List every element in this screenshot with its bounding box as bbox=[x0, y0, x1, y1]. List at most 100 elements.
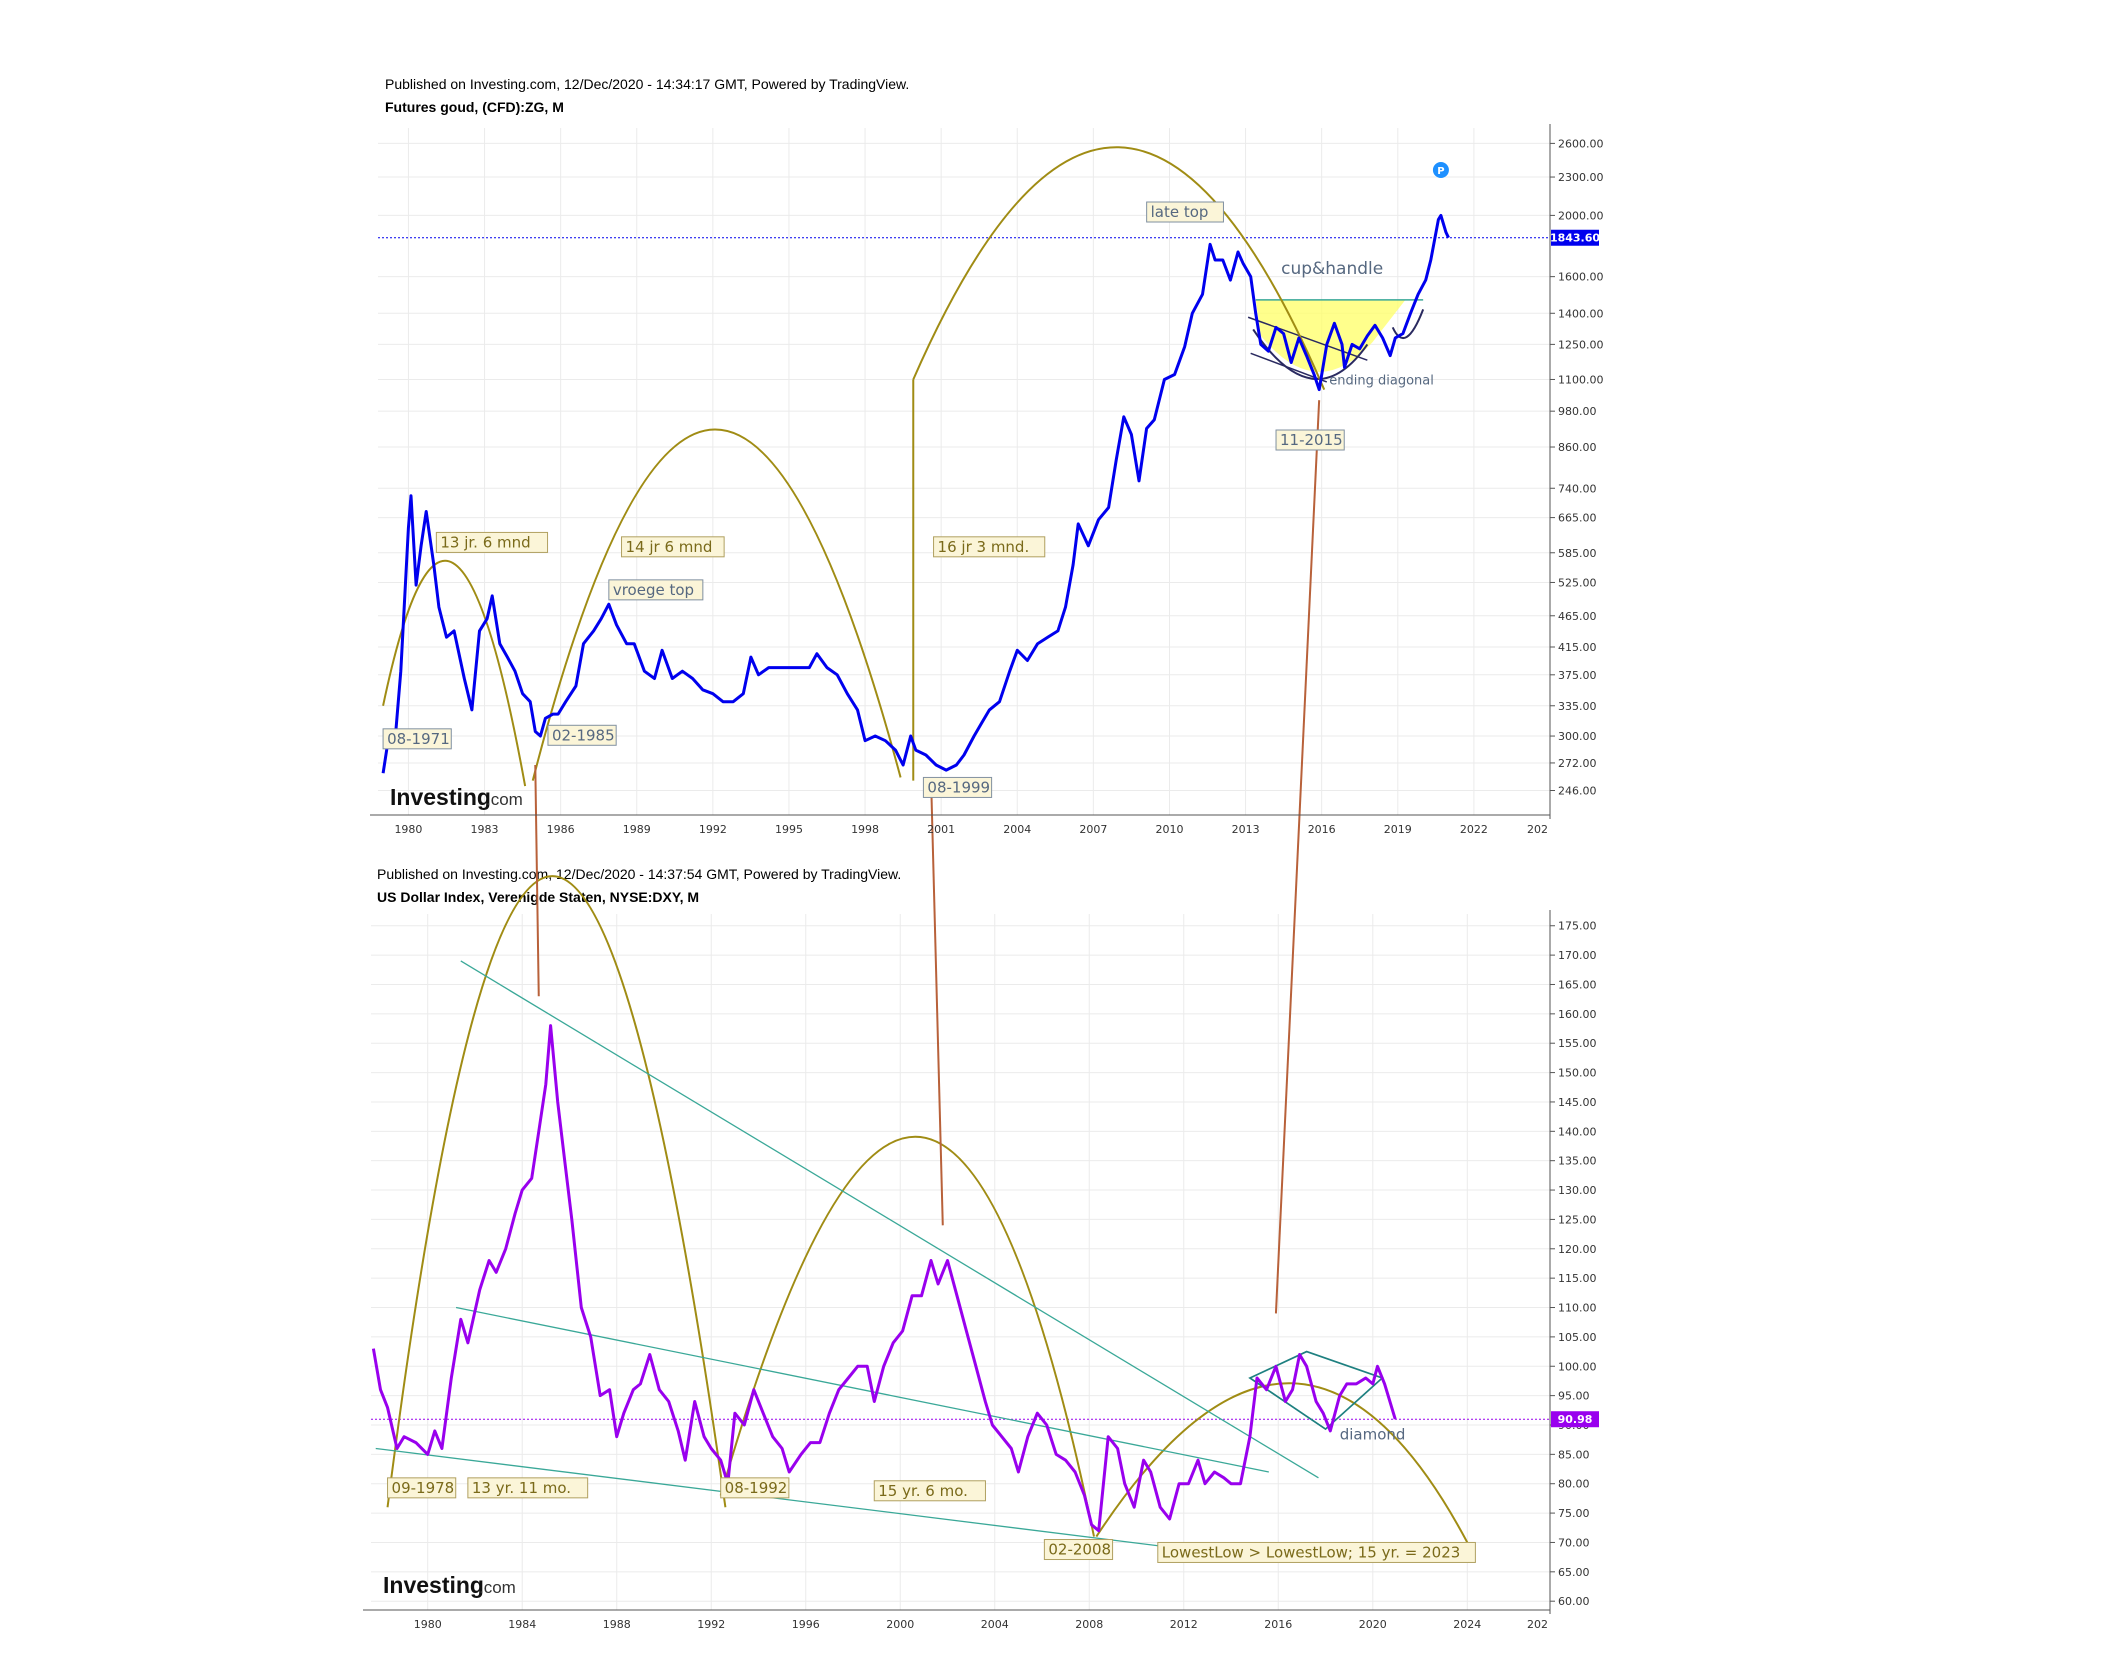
gold-price-tag bbox=[1551, 229, 1599, 246]
label-02-1985: 02-1985 bbox=[547, 724, 617, 746]
dxy-x-tick-label: 1992 bbox=[697, 1618, 725, 1631]
dxy-y-tick-label: 125.00 bbox=[1558, 1213, 1597, 1226]
dxy-x-tick-label: 2020 bbox=[1359, 1618, 1387, 1631]
dxy-y-tick-label: 135.00 bbox=[1558, 1155, 1597, 1168]
dxy-cycle-arc bbox=[1095, 1382, 1469, 1543]
label-09-1978-box bbox=[387, 1477, 457, 1499]
gold-x-tick-label: 202 bbox=[1527, 823, 1548, 836]
axis-layer: 1980 1983 1986 1989 1992 1995 1998 2001 2004 2007… bbox=[363, 124, 1604, 1631]
dxy-y-tick-label: 130.00 bbox=[1558, 1184, 1597, 1197]
gold-y-tick-label: 525.00 bbox=[1558, 576, 1597, 589]
label-15-yr-6-mo-text: 15 yr. 6 mo. bbox=[878, 1482, 968, 1500]
gold-x-tick-label: 2007 bbox=[1079, 823, 1107, 836]
label-late-top-text: late top bbox=[1151, 203, 1209, 221]
dxy-y-tick-label: 155.00 bbox=[1558, 1037, 1597, 1050]
dxy-x-tick-label: 1984 bbox=[508, 1618, 536, 1631]
investing-logo-suffix-top: .com bbox=[486, 790, 523, 809]
label-02-2008-box bbox=[1043, 1539, 1114, 1561]
label-13-yr-11-mo: 13 yr. 11 mo. bbox=[467, 1477, 589, 1499]
label-02-2008: 02-2008 bbox=[1043, 1539, 1114, 1561]
series-layer bbox=[371, 213, 1450, 1533]
investing-logo-main-bottom: Investing bbox=[383, 1572, 484, 1598]
gold-price-line bbox=[381, 213, 1450, 774]
investing-logo-main-top: Investing bbox=[390, 784, 491, 810]
label-vroege-top-text: vroege top bbox=[613, 581, 694, 599]
ending-diagonal-upper bbox=[1247, 316, 1368, 361]
dxy-y-tick-label: 105.00 bbox=[1558, 1331, 1597, 1344]
cycle-connector-line bbox=[1274, 400, 1321, 1314]
grid-layer bbox=[371, 128, 1550, 1610]
label-13-jr-6-mnd-box bbox=[435, 531, 549, 553]
dxy-cycle-arc bbox=[719, 1135, 1095, 1537]
cycle-connector-line bbox=[534, 764, 540, 997]
dxy-trend-line bbox=[375, 1447, 1203, 1552]
gold-y-tick-label: 860.00 bbox=[1558, 441, 1597, 454]
top-logo: Investing .com bbox=[390, 784, 523, 810]
label-13-yr-11-mo-box bbox=[467, 1477, 589, 1499]
label-lowest-low-text: LowestLow > LowestLow; 15 yr. = 2023 bbox=[1162, 1543, 1461, 1561]
dxy-y-tick-label: 75.00 bbox=[1558, 1507, 1590, 1520]
label-late-top-box bbox=[1146, 201, 1224, 223]
gold-y-tick-label: 1100.00 bbox=[1558, 373, 1604, 386]
gold-y-tick-label: 300.00 bbox=[1558, 730, 1597, 743]
label-13-jr-6-mnd-text: 13 jr. 6 mnd bbox=[440, 533, 530, 551]
label-08-1971: 08-1971 bbox=[382, 728, 452, 750]
dxy-y-tick-label: 140.00 bbox=[1558, 1125, 1597, 1138]
label-vroege-top-box bbox=[608, 579, 704, 601]
gold-y-tick-label: 335.00 bbox=[1558, 700, 1597, 713]
overlay-shapes bbox=[371, 146, 1550, 1552]
label-09-1978-text: 09-1978 bbox=[392, 1479, 455, 1497]
gold-y-tick-label: 740.00 bbox=[1558, 482, 1597, 495]
label-13-jr-6-mnd: 13 jr. 6 mnd bbox=[435, 531, 549, 553]
dxy-y-tick-label: 170.00 bbox=[1558, 949, 1597, 962]
label-02-1985-box bbox=[547, 724, 617, 746]
label-lowest-low: LowestLow > LowestLow; 15 yr. = 2023 bbox=[1157, 1541, 1476, 1563]
gold-y-tick-label: 980.00 bbox=[1558, 405, 1597, 418]
dxy-x-tick-label: 1988 bbox=[603, 1618, 631, 1631]
gold-y-tick-label: 415.00 bbox=[1558, 641, 1597, 654]
gold-y-tick-label: 272.00 bbox=[1558, 757, 1597, 770]
gold-cycle-arc bbox=[912, 146, 1326, 391]
label-late-top: late top bbox=[1146, 201, 1224, 223]
label-ending-diagonal: ending diagonal bbox=[1329, 373, 1434, 388]
label-02-2008-text: 02-2008 bbox=[1048, 1541, 1111, 1559]
label-15-yr-6-mo: 15 yr. 6 mo. bbox=[873, 1480, 986, 1502]
label-11-2015: 11-2015 bbox=[1275, 429, 1345, 451]
label-08-1971-text: 08-1971 bbox=[387, 730, 450, 748]
label-08-1999: 08-1999 bbox=[922, 776, 993, 798]
dxy-x-tick-label: 1996 bbox=[792, 1618, 820, 1631]
gold-y-tick-label: 1250.00 bbox=[1558, 338, 1604, 351]
label-14-jr-6-mnd: 14 jr 6 mnd bbox=[621, 536, 725, 558]
diamond-shape bbox=[1248, 1350, 1384, 1431]
gold-y-tick-label: 585.00 bbox=[1558, 547, 1597, 560]
dxy-y-tick-label: 115.00 bbox=[1558, 1272, 1597, 1285]
label-16-jr-3-mnd-box bbox=[933, 536, 1046, 558]
dxy-price-tag-label: 90.98 bbox=[1558, 1413, 1593, 1426]
gold-x-tick-label: 1992 bbox=[699, 823, 727, 836]
label-08-1971-box bbox=[382, 728, 452, 750]
label-02-1985-text: 02-1985 bbox=[552, 726, 615, 744]
label-16-jr-3-mnd-text: 16 jr 3 mnd. bbox=[938, 538, 1030, 556]
dxy-y-tick-label: 120.00 bbox=[1558, 1243, 1597, 1256]
label-08-1992: 08-1992 bbox=[720, 1477, 790, 1499]
label-cup-handle: cup&handle bbox=[1281, 259, 1383, 279]
dxy-y-tick-label: 160.00 bbox=[1558, 1008, 1597, 1021]
dxy-y-tick-label: 165.00 bbox=[1558, 978, 1597, 991]
gold-y-tick-label: 2300.00 bbox=[1558, 171, 1604, 184]
label-15-yr-6-mo-box bbox=[873, 1480, 986, 1502]
gold-x-tick-label: 1989 bbox=[623, 823, 651, 836]
dxy-y-tick-label: 175.00 bbox=[1558, 920, 1597, 933]
gold-x-tick-label: 2004 bbox=[1003, 823, 1031, 836]
cycle-connector-line bbox=[930, 777, 944, 1226]
dxy-x-tick-label: 1980 bbox=[414, 1618, 442, 1631]
gold-y-tick-label: 2600.00 bbox=[1558, 137, 1604, 150]
dxy-cycle-arc bbox=[386, 875, 727, 1508]
label-08-1992-box bbox=[720, 1477, 790, 1499]
gold-y-tick-label: 2000.00 bbox=[1558, 209, 1604, 222]
label-11-2015-text: 11-2015 bbox=[1280, 431, 1343, 449]
gold-y-tick-label: 465.00 bbox=[1558, 610, 1597, 623]
dxy-x-tick-label: 2016 bbox=[1264, 1618, 1292, 1631]
dxy-price-line bbox=[371, 1024, 1397, 1533]
dxy-y-tick-label: 85.00 bbox=[1558, 1448, 1590, 1461]
